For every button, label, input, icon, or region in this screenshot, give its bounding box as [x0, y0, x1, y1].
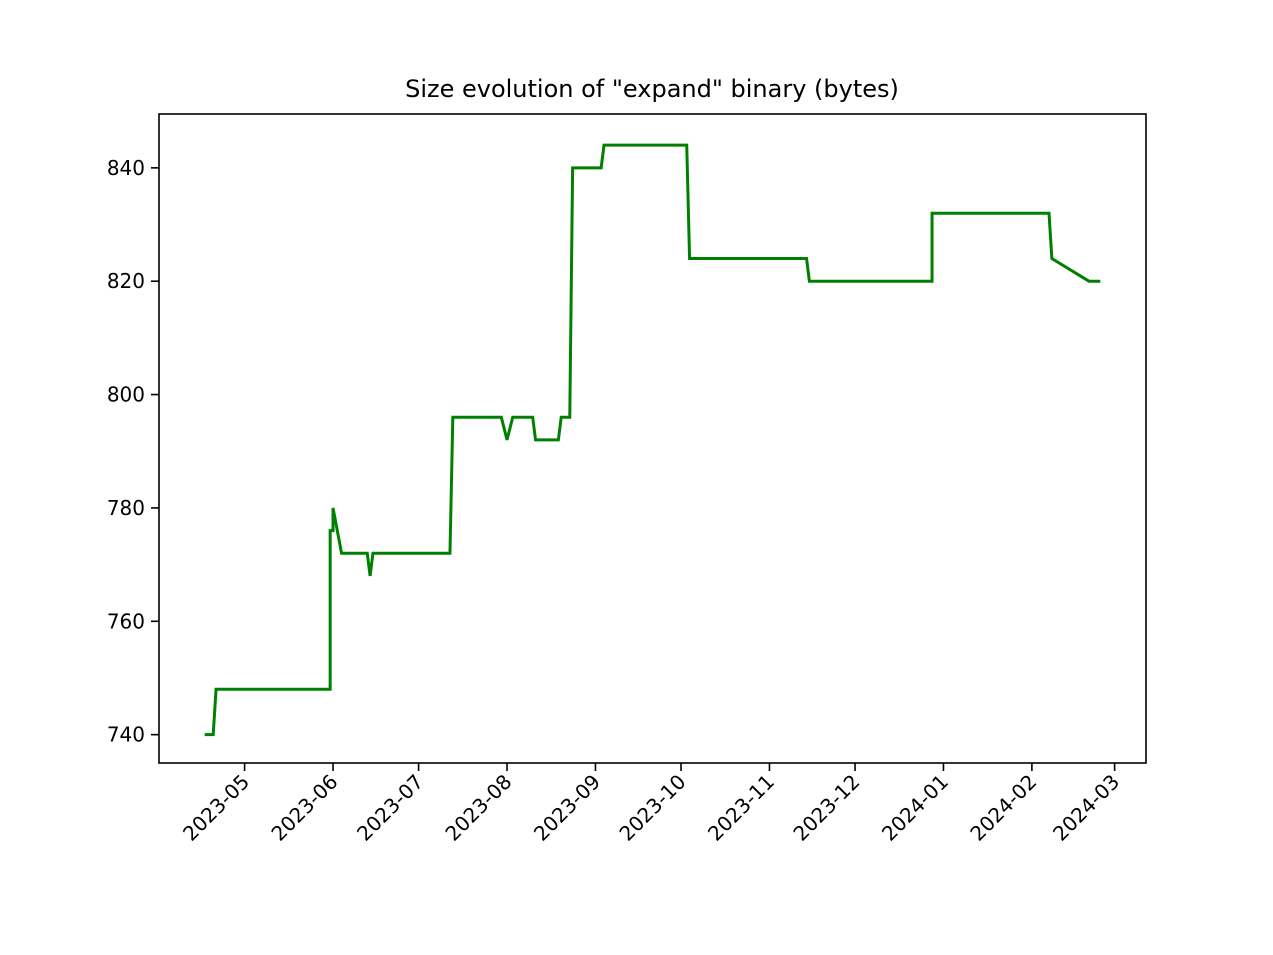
y-tick-label: 780	[107, 496, 145, 520]
y-tick-label: 740	[107, 723, 145, 747]
y-tick-label: 760	[107, 609, 145, 633]
axes-frame	[158, 113, 1147, 764]
chart-title: Size evolution of "expand" binary (bytes…	[405, 75, 899, 103]
y-tick-label: 840	[107, 156, 145, 180]
y-tick-label: 800	[107, 383, 145, 407]
series-line-0	[204, 143, 1101, 737]
y-axis: 740 760 780 800 820 840	[107, 156, 159, 747]
y-tick-label: 820	[107, 269, 145, 293]
plot-area	[204, 143, 1101, 737]
